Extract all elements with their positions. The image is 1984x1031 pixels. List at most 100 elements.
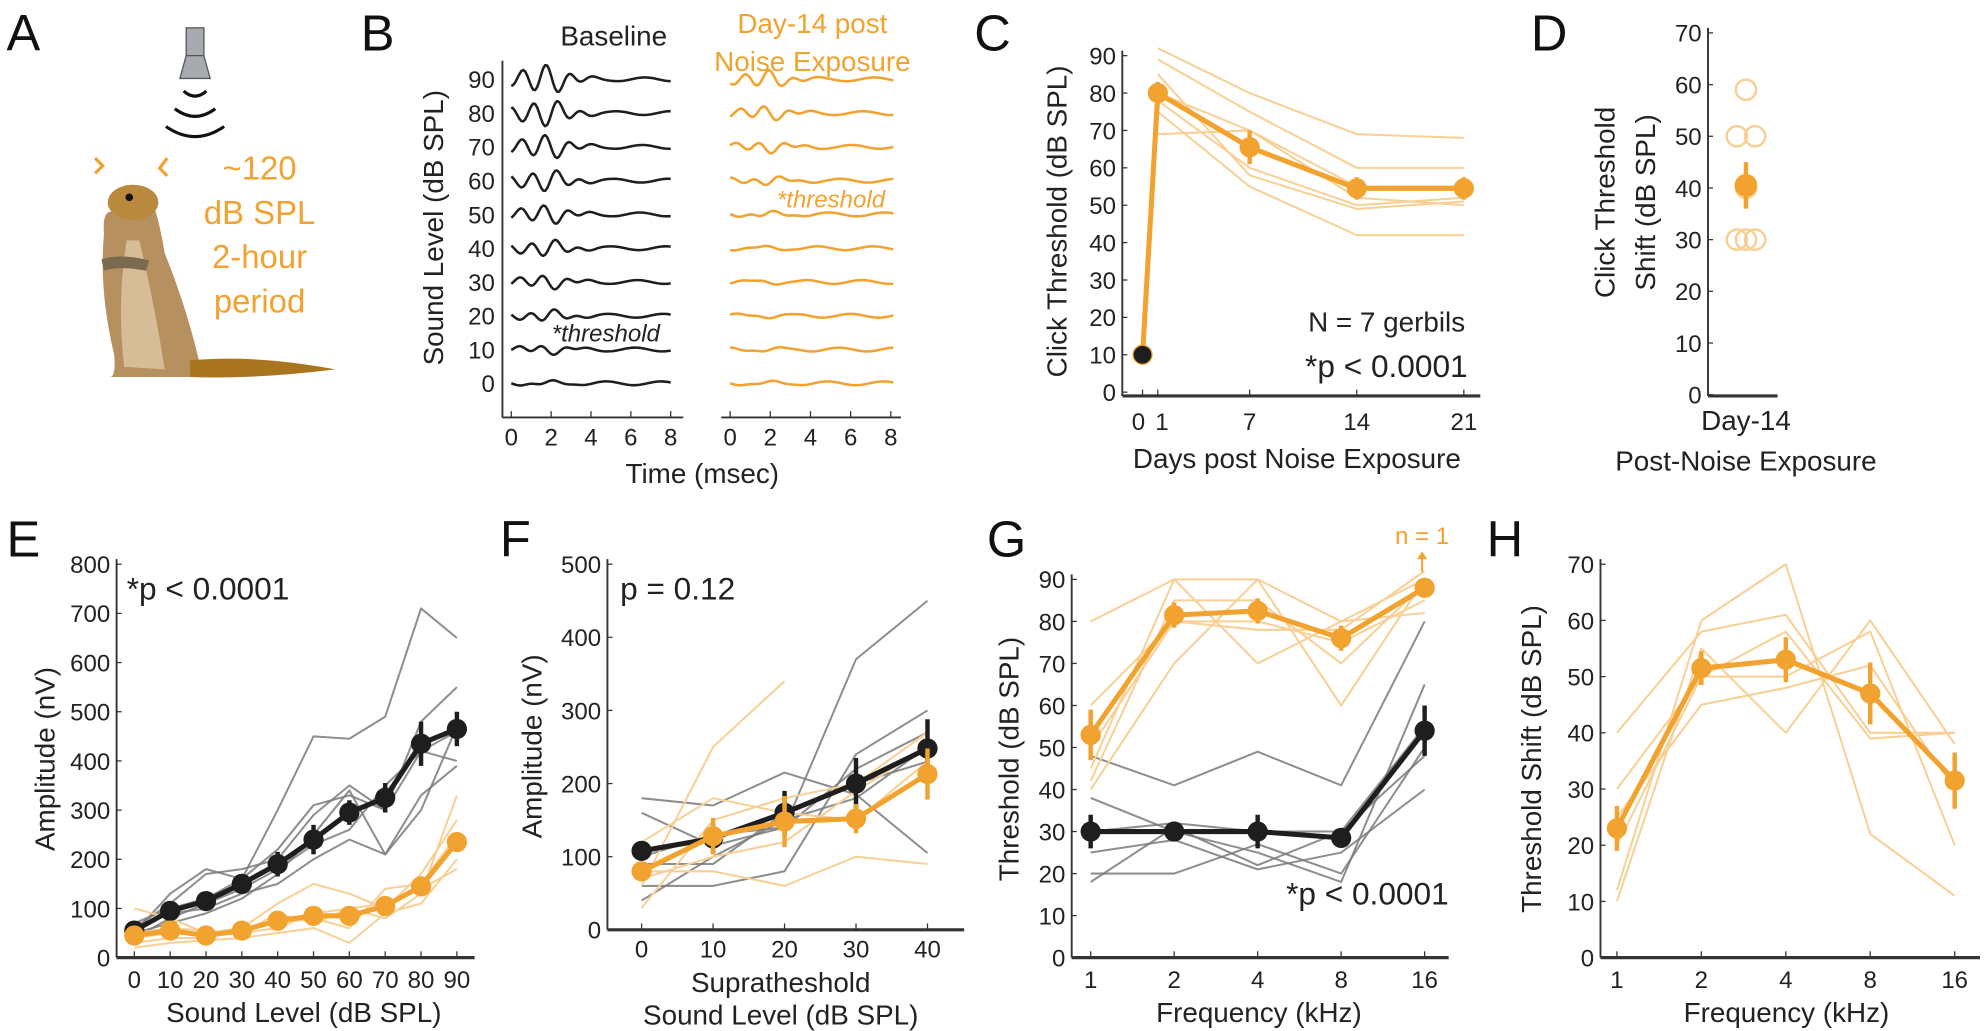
y-tick-label: 0: [588, 918, 601, 945]
individual-line: [134, 858, 458, 949]
y-tick-label: 30: [468, 270, 495, 297]
y-tick-label: 60: [1675, 72, 1702, 99]
mean-point: [446, 718, 468, 740]
plots: B Baseline Day-14 post Noise Exposure Sound …: [7, 5, 1980, 1031]
y-axis-label: Threshold (dB SPL): [994, 637, 1025, 881]
x-tick-label: 4: [1779, 967, 1792, 994]
y-tick-label: 50: [1089, 193, 1116, 220]
mean-point: [1453, 178, 1474, 199]
y-tick-label: 400: [70, 749, 110, 776]
y-tick-label: 30: [1567, 777, 1594, 804]
panel-label-g: G: [987, 511, 1026, 568]
mean-point: [410, 876, 432, 897]
x-tick-label: 0: [505, 424, 518, 451]
y-tick-label: 30: [1675, 227, 1702, 254]
y-tick-label: 10: [1089, 343, 1116, 370]
y-tick-label: 90: [1089, 44, 1116, 71]
x-tick-label: 10: [157, 967, 184, 994]
mean-point: [1691, 658, 1712, 679]
mean-point: [231, 920, 252, 941]
panel-label-a: A: [7, 5, 41, 62]
x-tick-label: Day-14: [1701, 405, 1791, 436]
mean-point: [1775, 649, 1796, 670]
mean-point: [845, 808, 867, 829]
mean-point: [339, 802, 360, 823]
individual-line: [1157, 99, 1464, 207]
baseline-trace: [510, 308, 671, 322]
individual-line: [133, 750, 458, 929]
mean-point: [160, 920, 181, 941]
individual-point: [1743, 228, 1767, 252]
y-tick-label: 0: [1052, 945, 1065, 972]
post-title-line1: Day-14 post: [737, 8, 887, 39]
mean-point: [702, 826, 724, 847]
mean-point: [1331, 827, 1352, 848]
y-axis-label: Click Threshold: [1589, 107, 1620, 298]
baseline-trace: [510, 344, 671, 357]
exposure-unit: dB SPL: [204, 194, 315, 231]
y-tick-label: 80: [468, 101, 495, 128]
mean-point: [631, 840, 652, 861]
baseline-trace: [510, 99, 671, 128]
y-tick-label: 50: [1675, 124, 1702, 151]
y-tick-label: 20: [1089, 305, 1116, 332]
y-tick-label: 80: [1039, 609, 1066, 636]
x-tick-label: 7: [1243, 409, 1256, 436]
sound-wave-icon: [165, 89, 226, 139]
x-tick-label: 1: [1084, 967, 1097, 994]
x-tick-label: 0: [723, 424, 736, 451]
x-tick-label: 40: [264, 967, 291, 994]
x-tick-label: 6: [624, 424, 637, 451]
post-threshold-label: *threshold: [777, 186, 886, 213]
individual-line: [1090, 620, 1426, 787]
y-axis-label: Threshold Shift (dB SPL): [1516, 605, 1547, 913]
mean-point: [1080, 821, 1101, 842]
y-tick-label: 80: [1089, 81, 1116, 108]
individual-line: [1089, 570, 1426, 749]
panel-label-h: H: [1487, 511, 1524, 568]
panel-a-illustration: [93, 27, 336, 378]
x-tick-label: 0: [1132, 409, 1145, 436]
post-trace: [730, 244, 894, 252]
mean-point: [1944, 770, 1965, 791]
y-tick-label: 600: [70, 650, 110, 677]
x-axis-label: Frequency (kHz): [1156, 997, 1362, 1028]
x-tick-label: 2: [1695, 967, 1708, 994]
y-tick-label: 70: [1039, 651, 1066, 678]
individual-line: [1089, 578, 1426, 769]
y-tick-label: 70: [1089, 118, 1116, 145]
individual-line: [133, 765, 458, 930]
y-tick-label: 400: [561, 625, 601, 652]
y-tick-label: 0: [97, 945, 110, 972]
x-axis-label: Time (msec): [626, 458, 780, 489]
y-axis-label: Amplitude (nV): [30, 667, 61, 851]
individual-line: [1090, 746, 1426, 875]
y-tick-label: 500: [70, 700, 110, 727]
mean-point: [845, 773, 867, 794]
individual-line: [133, 686, 458, 925]
x-tick-label: 16: [1941, 967, 1968, 994]
speaker-icon: [179, 27, 212, 80]
mean-point: [1860, 683, 1881, 704]
individual-line: [1616, 664, 1956, 818]
individual-line: [641, 771, 929, 854]
y-tick-label: 0: [481, 371, 494, 398]
n-annotation: N = 7 gerbils: [1308, 306, 1465, 337]
x-axis-label-line2: Sound Level (dB SPL): [643, 1000, 918, 1031]
y-tick-label: 50: [1567, 664, 1594, 691]
individual-line: [1090, 684, 1426, 883]
post-trace: [729, 175, 894, 187]
panel-label-b: B: [361, 5, 395, 62]
y-tick-label: 100: [561, 845, 601, 872]
post-trace: [730, 345, 894, 353]
mean-point: [1414, 720, 1435, 741]
mean-point: [375, 787, 396, 808]
individual-line: [1616, 630, 1955, 846]
y-axis-label: Shift (dB SPL): [1630, 114, 1661, 290]
x-tick-label: 1: [1610, 967, 1623, 994]
post-trace: [729, 209, 894, 219]
x-tick-label: 40: [914, 937, 941, 964]
y-tick-label: 90: [468, 67, 495, 94]
y-tick-label: 0: [1103, 380, 1116, 407]
mean-line: [133, 840, 459, 939]
